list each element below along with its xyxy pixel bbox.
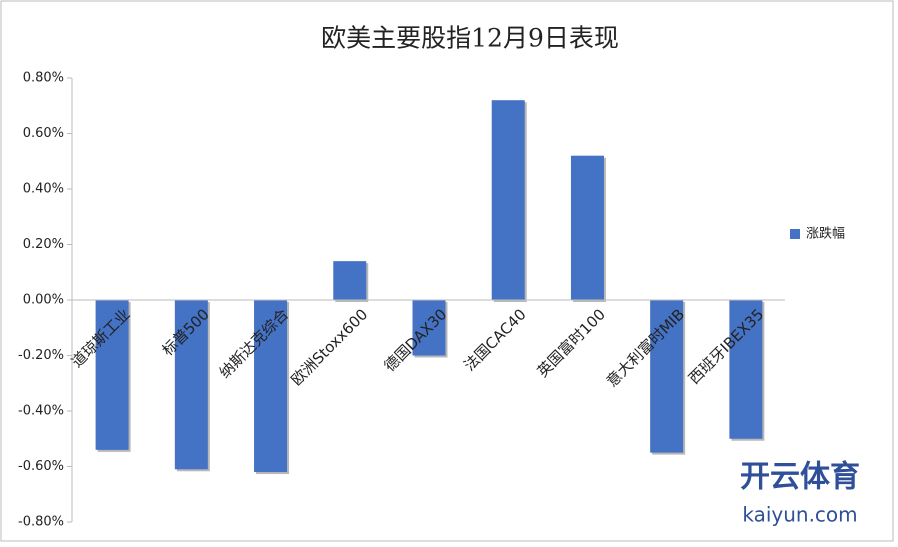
y-tick-label: 0.80%: [23, 71, 64, 86]
y-tick-label: 0.20%: [23, 237, 64, 252]
bar: [650, 300, 684, 453]
bar: [570, 155, 604, 300]
bar: [254, 300, 288, 473]
y-tick-label: -0.40%: [18, 404, 64, 419]
y-tick-label: 0.40%: [23, 182, 64, 197]
watermark: 开云体育 kaiyun.com: [740, 460, 860, 527]
y-tick-label: -0.60%: [18, 459, 64, 474]
y-tick-label: -0.20%: [18, 348, 64, 363]
watermark-brand: 开云体育: [740, 460, 860, 495]
watermark-site: kaiyun.com: [742, 503, 857, 527]
bar: [491, 100, 525, 300]
chart-title: 欧美主要股指12月9日表现: [321, 24, 619, 53]
legend-label: 涨跌幅: [806, 226, 845, 242]
bar: [412, 300, 446, 356]
bar: [729, 300, 763, 439]
y-tick-label: 0.00%: [23, 293, 64, 308]
y-tick-label: 0.60%: [23, 126, 64, 141]
bar: [174, 300, 208, 470]
y-tick-label: -0.80%: [18, 515, 64, 530]
bar: [95, 300, 129, 450]
bar: [333, 261, 367, 300]
legend-swatch: [790, 229, 800, 239]
